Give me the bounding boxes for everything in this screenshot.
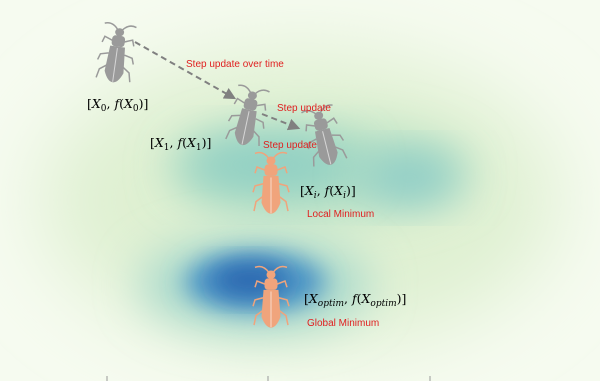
label-local-minimum: Local Minimum <box>307 209 374 220</box>
step-arrow-2 <box>261 113 301 131</box>
coord-xoptim: [Xoptim, f(Xoptim)] <box>304 291 406 309</box>
step-arrow-1 <box>134 41 237 100</box>
label-step-update-1: Step update <box>277 103 331 114</box>
coord-x0: [X0, f(X0)] <box>87 96 148 114</box>
label-step-update-2: Step update <box>263 140 317 151</box>
coord-x1: [X1, f(X1)] <box>150 135 211 153</box>
coord-xi: [Xi, f(Xi)] <box>300 183 356 201</box>
label-step-update-over-time: Step update over time <box>186 59 284 70</box>
axis-ticks <box>106 376 431 381</box>
label-global-minimum: Global Minimum <box>307 318 379 329</box>
loss-landscape <box>40 50 560 350</box>
trajectory <box>134 41 301 131</box>
